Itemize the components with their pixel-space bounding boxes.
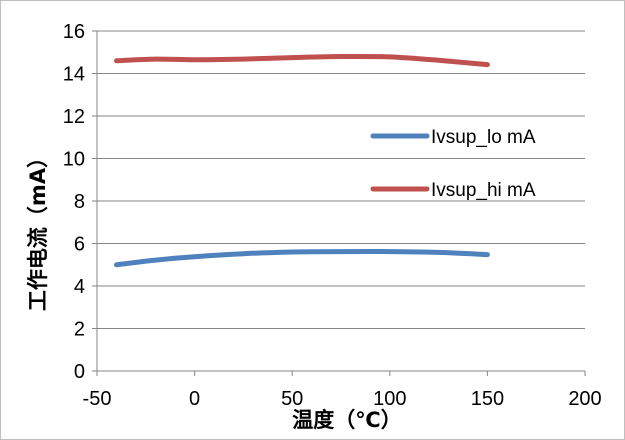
x-tick-label: 200 (568, 388, 601, 410)
y-tick-label: 16 (63, 21, 85, 43)
x-tick-label: 150 (471, 388, 504, 410)
legend-label-0: Ivsup_lo mA (431, 127, 536, 148)
series-line-1 (114, 53, 490, 68)
y-tick-label: 2 (74, 319, 85, 341)
tick-labels: 0 2 4 6 8 10 12 14 16 -50 0 50 100 150 200 (63, 21, 602, 410)
y-tick-label: 12 (63, 106, 85, 128)
x-tick-label: 50 (281, 388, 303, 410)
y-tick-label: 6 (74, 234, 85, 256)
x-tick-label: 100 (373, 388, 406, 410)
y-tick-label: 0 (74, 361, 85, 383)
legend: Ivsup_lo mA Ivsup_hi mA (370, 127, 536, 201)
x-axis-title: 温度（℃） (292, 408, 401, 432)
axes (92, 30, 586, 376)
y-tick-label: 14 (63, 64, 85, 86)
x-tick-label: -50 (83, 388, 112, 410)
series-line-0 (114, 248, 490, 268)
x-tick-label: 0 (189, 388, 200, 410)
y-tick-label: 4 (74, 276, 85, 298)
y-axis-title: 工作电流（mA） (26, 147, 50, 311)
y-tick-label: 8 (74, 191, 85, 213)
y-tick-label: 10 (63, 149, 85, 171)
series-lines (114, 53, 490, 268)
gridlines (97, 30, 585, 329)
legend-label-1: Ivsup_hi mA (431, 180, 536, 201)
